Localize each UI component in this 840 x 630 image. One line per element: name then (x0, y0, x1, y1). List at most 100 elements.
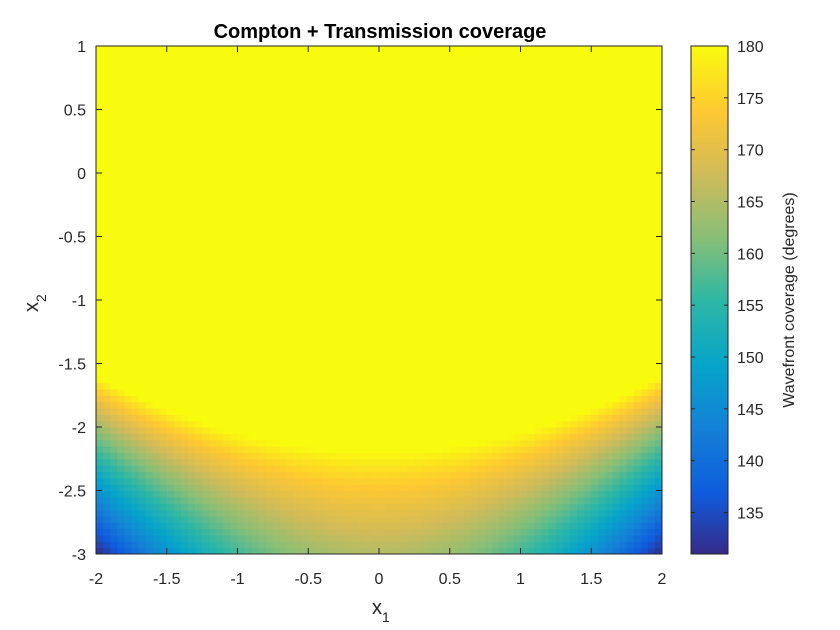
heatmap-cell (633, 401, 642, 409)
heatmap-cell (279, 185, 288, 193)
heatmap-cell (379, 357, 387, 365)
heatmap-cell (110, 363, 118, 371)
heatmap-cell (117, 522, 125, 530)
heatmap-cell (187, 407, 196, 415)
heatmap-cell (265, 236, 274, 244)
heatmap-cell (230, 198, 239, 206)
heatmap-cell (470, 236, 479, 244)
heatmap-cell (96, 255, 104, 263)
heatmap-cell (110, 477, 118, 485)
heatmap-cell (180, 173, 189, 180)
heatmap-cell (654, 388, 662, 396)
heatmap-cell (322, 280, 331, 288)
heatmap-cell (279, 395, 288, 403)
heatmap-cell (393, 160, 401, 168)
heatmap-cell (456, 471, 465, 479)
heatmap-cell (131, 300, 140, 307)
heatmap-cell (230, 496, 239, 504)
heatmap-cell (258, 179, 267, 187)
heatmap-cell (456, 503, 465, 511)
heatmap-cell (287, 534, 295, 542)
heatmap-cell (180, 350, 189, 358)
heatmap-cell (209, 223, 217, 231)
heatmap-cell (541, 503, 550, 511)
heatmap-cell (110, 344, 118, 352)
heatmap-cell (421, 458, 430, 466)
heatmap-cell (336, 160, 345, 168)
heatmap-cell (379, 268, 387, 276)
heatmap-cell (336, 401, 345, 409)
heatmap-cell (414, 280, 423, 288)
heatmap-cell (456, 528, 465, 536)
heatmap-cell (598, 223, 606, 231)
heatmap-cell (562, 471, 571, 479)
heatmap-cell (117, 369, 125, 377)
heatmap-cell (562, 160, 571, 168)
heatmap-cell (421, 179, 430, 187)
heatmap-cell (386, 376, 394, 384)
heatmap-cell (654, 179, 662, 187)
heatmap-cell (357, 407, 366, 415)
heatmap-cell (251, 211, 260, 219)
heatmap-cell (279, 280, 288, 288)
heatmap-cell (400, 287, 408, 295)
heatmap-cell (640, 230, 649, 238)
heatmap-cell (647, 211, 656, 219)
heatmap-cell (647, 344, 656, 352)
heatmap-cell (110, 185, 118, 193)
heatmap-cell (166, 420, 175, 428)
heatmap-cell (329, 528, 338, 536)
heatmap-cell (485, 268, 493, 276)
heatmap-cell (442, 395, 451, 403)
heatmap-cell (626, 369, 635, 377)
heatmap-cell (619, 287, 628, 295)
heatmap-cell (591, 306, 599, 314)
heatmap-cell (180, 312, 189, 320)
heatmap-cell (562, 477, 571, 485)
heatmap-cell (131, 427, 140, 434)
heatmap-cell (414, 287, 423, 295)
heatmap-cell (279, 236, 288, 244)
heatmap-cell (633, 446, 642, 453)
heatmap-cell (386, 344, 394, 352)
heatmap-cell (485, 280, 493, 288)
heatmap-cell (187, 217, 196, 225)
heatmap-cell (322, 503, 331, 511)
heatmap-cell (294, 490, 302, 498)
heatmap-cell (209, 503, 217, 511)
heatmap-cell (223, 433, 232, 441)
heatmap-cell (279, 344, 288, 352)
heatmap-cell (612, 522, 621, 530)
heatmap-cell (145, 496, 154, 504)
heatmap-cell (555, 395, 564, 403)
heatmap-cell (145, 261, 154, 269)
heatmap-cell (478, 312, 486, 320)
heatmap-cell (131, 179, 140, 187)
heatmap-cell (237, 369, 246, 377)
heatmap-cell (336, 433, 345, 441)
heatmap-cell (584, 496, 592, 504)
heatmap-cell (145, 490, 154, 498)
heatmap-cell (584, 268, 592, 276)
heatmap-cell (414, 230, 423, 238)
heatmap-cell (647, 338, 656, 346)
heatmap-cell (591, 192, 599, 199)
heatmap-cell (562, 293, 571, 301)
heatmap-cell (223, 534, 232, 542)
heatmap-cell (548, 446, 557, 453)
heatmap-cell (279, 230, 288, 238)
heatmap-cell (138, 230, 147, 238)
heatmap-cell (251, 452, 260, 460)
heatmap-cell (520, 458, 529, 466)
heatmap-cell (152, 242, 161, 250)
heatmap-cell (414, 465, 423, 473)
heatmap-cell (379, 515, 387, 523)
heatmap-cell (279, 363, 288, 371)
heatmap-cell (124, 446, 132, 453)
heatmap-cell (301, 395, 309, 403)
heatmap-cell (492, 439, 500, 447)
heatmap-cell (626, 484, 635, 492)
heatmap-cell (463, 522, 472, 530)
heatmap-cell (272, 484, 281, 492)
heatmap-cell (223, 363, 232, 371)
